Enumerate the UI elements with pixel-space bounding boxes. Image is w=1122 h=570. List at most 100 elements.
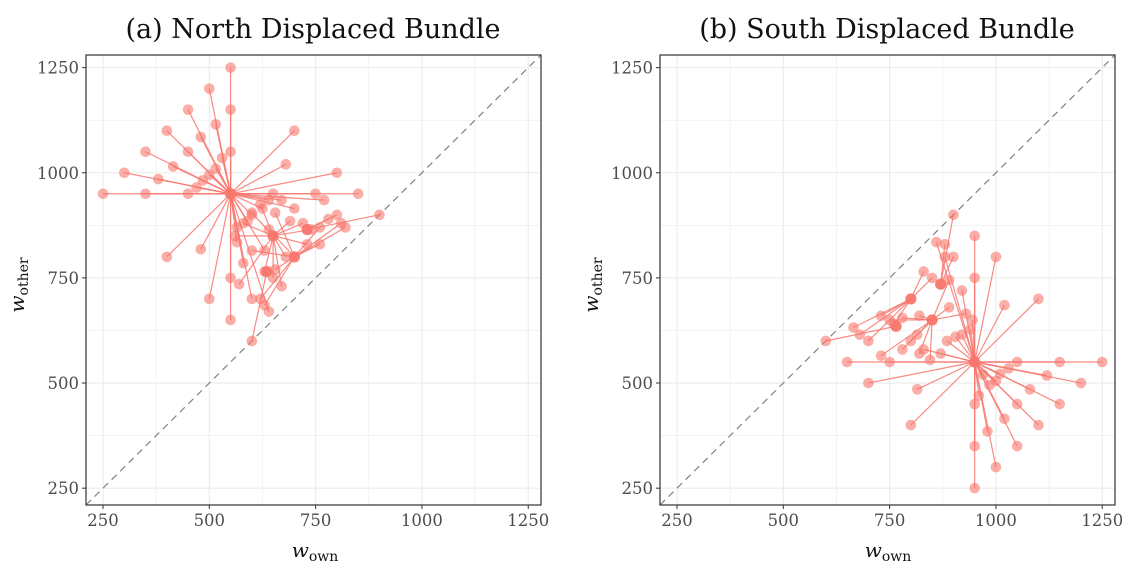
x-tick-label-a: 500 [194,511,226,530]
y-axis-label-main-a: w [5,295,29,312]
data-point [969,272,980,284]
data-point [956,329,968,340]
data-point [1033,419,1044,431]
data-point [875,310,887,322]
data-point [301,238,313,250]
data-point [914,310,925,322]
reference-line-a [85,54,542,506]
x-tick-label-a: 250 [87,511,119,530]
data-point [195,131,207,143]
data-point [204,83,215,94]
data-point [1054,356,1066,368]
data-point [182,104,194,115]
data-point [918,266,929,277]
data-point [195,243,207,255]
data-point [233,278,245,290]
y-tick-label-b: 750 [622,269,654,288]
data-point [276,194,287,206]
data-point [182,188,194,200]
data-point [225,314,236,326]
data-point [1024,384,1036,395]
data-point [1041,370,1053,381]
data-point [973,390,985,401]
data-point [1011,440,1023,452]
data-point [259,299,270,311]
data-point [289,125,300,137]
data-point [284,215,296,227]
x-tick-label-b: 500 [768,511,800,530]
spoke-line [251,271,268,342]
spoke-line [974,298,1039,363]
center-point [301,223,313,236]
y-tick-label-a: 1000 [37,164,79,183]
data-point [863,335,874,347]
data-point [182,146,194,158]
points-a [97,62,385,347]
data-point [969,482,980,494]
spoke-line [944,256,976,363]
x-tick-label-b: 1000 [975,511,1017,530]
x-axis-label-main-b: w [865,538,882,562]
data-point [331,209,343,221]
spoke-line [974,304,1005,363]
spoke-line [940,214,955,285]
spoke-line [932,313,967,321]
data-point [374,209,385,221]
data-point [1003,363,1014,374]
x-tick-label-b: 750 [874,511,906,530]
data-point [854,329,866,340]
center-point [969,356,981,368]
y-tick-label-b: 1000 [611,164,653,183]
data-point [948,209,959,221]
data-point [225,146,236,158]
data-point [225,272,236,284]
data-point [314,222,326,233]
data-point [229,230,241,242]
data-point [97,188,109,200]
spoke-line [974,361,997,468]
spoke-line [974,256,997,363]
data-point [943,274,955,286]
spoke-line [272,235,283,287]
data-point [956,285,968,296]
spoke-line [974,361,1009,369]
spoke-line [946,340,976,363]
data-point [905,419,917,431]
data-point [1033,293,1044,305]
x-axis-label-sub-a: own [309,549,338,565]
x-tick-label-a: 750 [300,511,332,530]
data-point [939,251,951,263]
data-point [210,119,221,130]
x-axis-label-a: wown [292,538,339,565]
data-point [990,251,1002,263]
data-point [246,293,258,305]
spoke-line [238,235,274,285]
spoke-line [940,353,975,363]
data-point [911,329,923,340]
data-point [280,251,292,263]
data-point [969,398,980,410]
y-tick-label-b: 500 [622,374,654,393]
data-point [289,203,300,214]
data-point [140,146,151,158]
data-point [331,167,343,179]
data-point [935,348,946,359]
spoke-line [274,212,295,258]
y-tick-label-a: 250 [48,479,80,498]
spoke-line [940,244,946,285]
y-axis-label-main-b: w [579,295,603,312]
data-point [314,238,326,250]
data-point [990,461,1002,473]
data-point [1096,356,1108,368]
data-point [352,188,364,200]
data-point [863,377,874,389]
data-point [820,335,832,347]
identity-line-b [659,54,1116,506]
data-point [1011,356,1023,368]
y-tick-label-a: 750 [48,269,80,288]
spoke-line [910,361,976,426]
spoke-line [229,193,253,300]
center-point [224,188,237,200]
spoke-line [917,361,975,390]
panel-south-displaced: (b) South Displaced Bundle 250 500 750 1000… [579,14,1122,565]
